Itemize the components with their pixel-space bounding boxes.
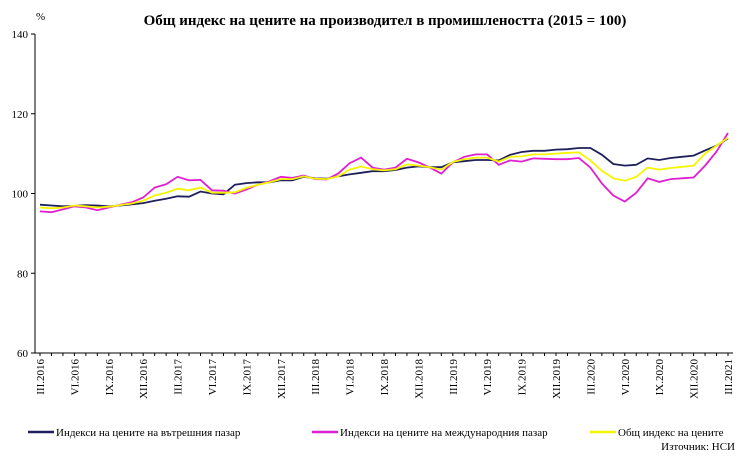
x-tick-label: VI.2018 [345,359,357,396]
x-tick-label: III.2019 [448,359,460,395]
x-tick-label: III.2016 [35,359,47,395]
x-tick-label: IX.2020 [654,359,666,396]
x-tick-label: XII.2020 [689,359,701,400]
x-tick-label: XII.2016 [138,359,150,400]
legend-label: Индекси на цените на международния пазар [340,427,548,439]
y-axis-label: % [36,11,45,23]
x-tick-label: III.2021 [723,359,735,395]
x-tick-label: XII.2018 [413,359,425,400]
x-tick-label: IX.2019 [517,359,529,396]
legend-label: Индекси на цените на вътрешния пазар [56,427,241,439]
legend-label: Общ индекс на цените [618,427,724,439]
y-tick-label: 80 [17,268,29,280]
y-tick-label: 140 [12,29,29,41]
x-tick-label: III.2020 [585,359,597,395]
chart-title: Общ индекс на цените на производител в п… [144,13,627,29]
y-tick-label: 60 [17,348,29,360]
x-tick-label: IX.2016 [104,359,116,396]
x-tick-label: VI.2019 [482,359,494,396]
y-tick-label: 120 [12,109,29,121]
x-tick-label: III.2018 [310,359,322,395]
x-tick-label: IX.2017 [241,359,253,396]
source: Източник: НСИ [661,441,735,453]
x-tick-label: IX.2018 [379,359,391,396]
series-line [39,136,729,210]
x-tick-label: XII.2017 [276,359,288,400]
x-tick-label: VI.2020 [620,359,632,396]
x-tick-label: III.2017 [173,359,185,395]
x-tick-label: VI.2017 [207,359,219,396]
x-tick-label: XII.2019 [551,359,563,400]
y-tick-label: 100 [12,189,29,201]
series-line [39,137,729,208]
x-tick-label: VI.2016 [69,359,81,396]
